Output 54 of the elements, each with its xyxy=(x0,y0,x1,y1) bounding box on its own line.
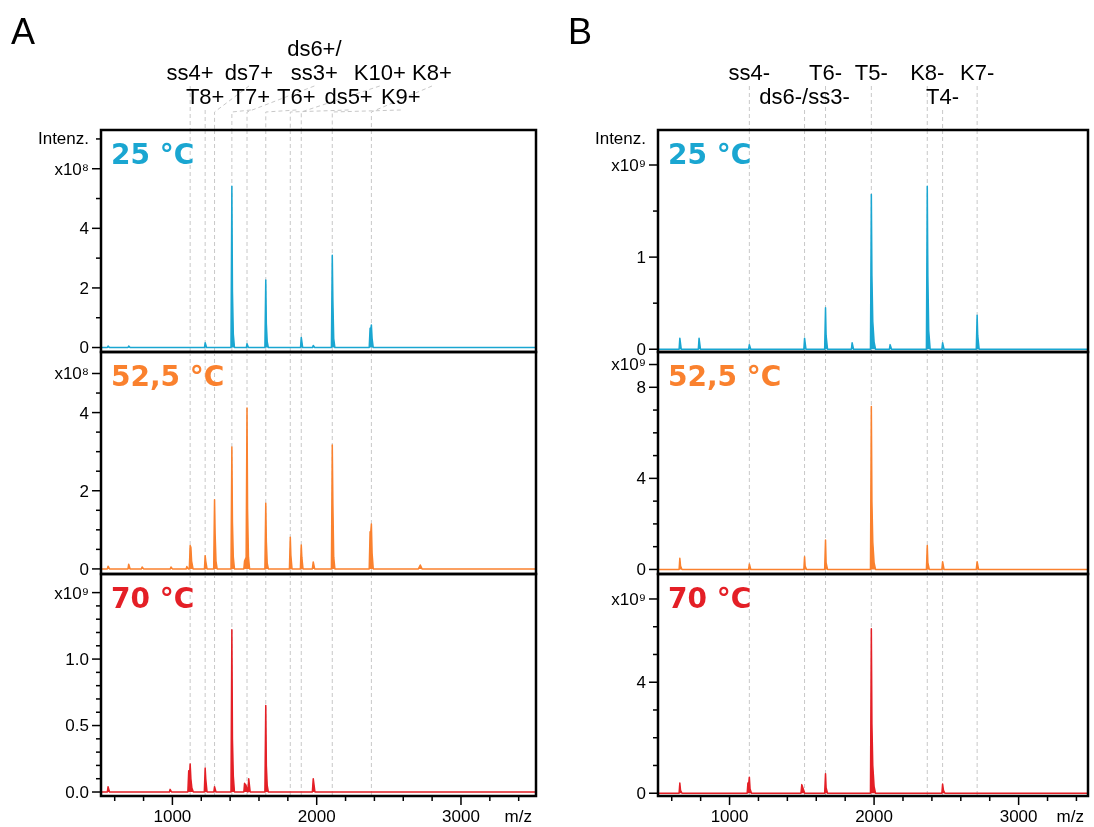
y-tick-label: 8 xyxy=(636,378,646,398)
text: B xyxy=(568,11,593,52)
x-tick-label: 1000 xyxy=(153,807,192,826)
y-tick-label: 0.5 xyxy=(65,716,89,736)
chart-title: 52,5 °C xyxy=(111,360,225,393)
y-tick-label: 4 xyxy=(636,673,646,693)
ref-line-label: K9+ xyxy=(380,84,421,109)
x-tick-label: 3000 xyxy=(999,807,1038,826)
y-tick-label: 0 xyxy=(636,560,646,580)
x-tick-label: 2000 xyxy=(855,807,893,826)
y-axis-title: Intenz. xyxy=(37,129,89,148)
y-tick-label: 0 xyxy=(79,559,89,579)
ref-line-label: ds6-/ss3- xyxy=(759,84,850,109)
ref-line-label: K10+ xyxy=(353,60,406,85)
ref-line-label: K8- xyxy=(910,60,945,85)
y-axis-title: Intenz. xyxy=(594,129,646,148)
ref-line-label: T4- xyxy=(926,84,960,109)
y-tick-label: 4 xyxy=(79,403,89,423)
y-tick-label: x10⁸ xyxy=(54,364,89,384)
y-tick-label: 0 xyxy=(636,784,646,804)
x-axis-title: m/z xyxy=(504,807,532,826)
x-axis-title: m/z xyxy=(1056,807,1084,826)
y-tick-label: x10⁹ xyxy=(611,155,646,175)
y-tick-label: 1 xyxy=(636,248,646,268)
chart-title: 25 °C xyxy=(111,138,195,171)
ref-line-label: ss4+ xyxy=(166,60,214,85)
ref-line-label: T7+ xyxy=(231,84,271,109)
chart-title: 52,5 °C xyxy=(668,360,782,393)
y-tick-label: 2 xyxy=(79,481,89,501)
ref-line-label: T6+ xyxy=(277,84,316,109)
y-tick-label: 0 xyxy=(79,338,89,358)
y-tick-label: 0.0 xyxy=(65,782,89,802)
chart-title: 70 °C xyxy=(111,582,195,615)
ref-line-label: T5- xyxy=(854,60,888,85)
ref-line-label: ss4- xyxy=(728,60,771,85)
ref-line-label: K8+ xyxy=(412,60,452,85)
y-tick-label: x10⁹ xyxy=(611,589,646,609)
y-tick-label: 4 xyxy=(636,469,646,489)
chart-title: 70 °C xyxy=(668,582,752,615)
y-tick-label: 4 xyxy=(79,219,89,239)
ref-line-label: K7- xyxy=(960,60,995,85)
ref-line-label: ds7+ xyxy=(224,60,274,85)
ref-line-label: T8+ xyxy=(185,84,225,109)
y-tick-label: 1.0 xyxy=(65,650,89,670)
y-tick-label: x10⁸ xyxy=(54,159,89,179)
x-tick-label: 2000 xyxy=(297,807,336,826)
y-tick-label: x10⁹ xyxy=(54,583,89,603)
text: A xyxy=(11,11,36,52)
ref-line-label: ds5+ xyxy=(324,84,373,109)
chart-title: 25 °C xyxy=(668,138,752,171)
x-tick-label: 3000 xyxy=(442,807,480,826)
y-tick-label: 2 xyxy=(79,278,89,298)
x-tick-label: 1000 xyxy=(710,807,749,826)
ref-line-label: T6- xyxy=(809,60,843,85)
